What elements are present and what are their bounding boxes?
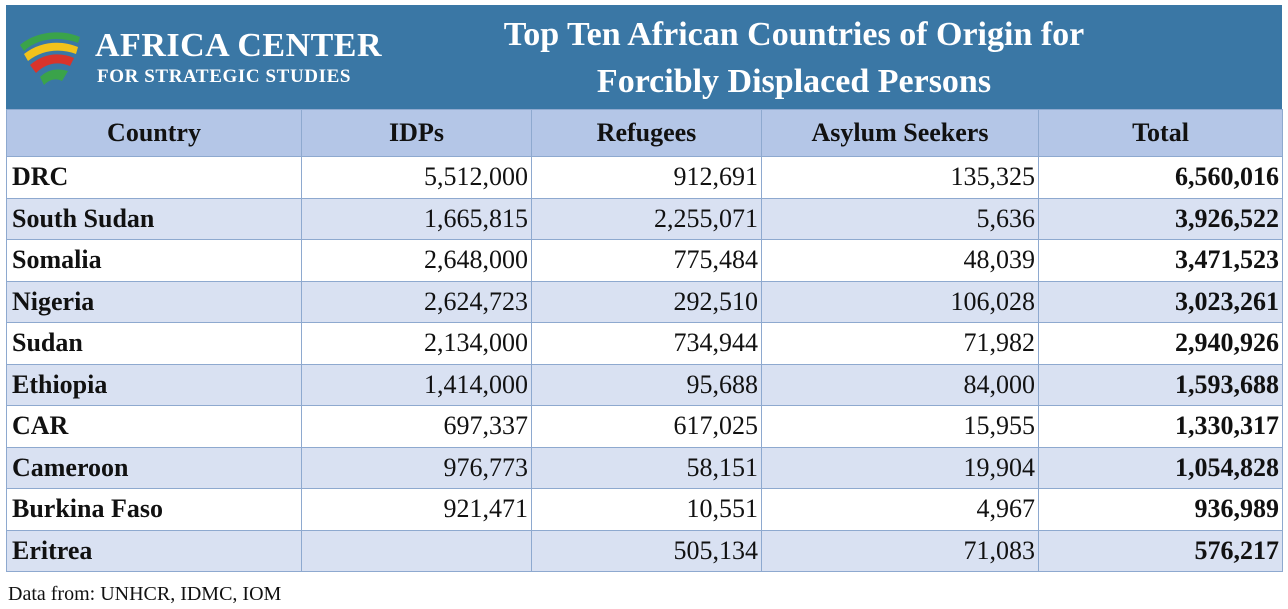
cell-refugees: 912,691 <box>531 156 762 199</box>
cell-total: 936,989 <box>1038 488 1283 531</box>
column-header-idps: IDPs <box>301 109 532 157</box>
cell-refugees: 505,134 <box>531 529 762 572</box>
cell-country: CAR <box>6 405 302 448</box>
cell-asylum-seekers: 71,083 <box>761 529 1039 572</box>
cell-country: Burkina Faso <box>6 488 302 531</box>
column-header-refugees: Refugees <box>531 109 762 157</box>
cell-total: 1,330,317 <box>1038 405 1283 448</box>
cell-idps: 5,512,000 <box>301 156 532 199</box>
displacement-table: Country IDPs Refugees Asylum Seekers Tot… <box>6 109 1283 572</box>
banner-header: AFRICA CENTER FOR STRATEGIC STUDIES Top … <box>6 5 1282 109</box>
chart-title: Top Ten African Countries of Origin for … <box>426 11 1162 105</box>
cell-total: 2,940,926 <box>1038 322 1283 365</box>
cell-refugees: 734,944 <box>531 322 762 365</box>
cell-asylum-seekers: 106,028 <box>761 280 1039 323</box>
cell-idps: 2,648,000 <box>301 239 532 282</box>
cell-total: 3,023,261 <box>1038 280 1283 323</box>
logo-name: AFRICA CENTER <box>95 27 383 64</box>
cell-refugees: 292,510 <box>531 280 762 323</box>
table-row: CAR 697,337 617,025 15,955 1,330,317 <box>6 405 1283 448</box>
cell-asylum-seekers: 48,039 <box>761 239 1039 282</box>
cell-asylum-seekers: 4,967 <box>761 488 1039 531</box>
column-header-total: Total <box>1038 109 1283 157</box>
cell-idps: 697,337 <box>301 405 532 448</box>
table-row: Burkina Faso 921,471 10,551 4,967 936,989 <box>6 488 1283 531</box>
africa-continent-icon <box>20 32 80 85</box>
cell-country: Sudan <box>6 322 302 365</box>
table-row: DRC 5,512,000 912,691 135,325 6,560,016 <box>6 156 1283 199</box>
table-body: DRC 5,512,000 912,691 135,325 6,560,016 South… <box>6 156 1283 572</box>
table-row: Nigeria 2,624,723 292,510 106,028 3,023,261 <box>6 280 1283 323</box>
cell-asylum-seekers: 84,000 <box>761 363 1039 406</box>
cell-idps: 921,471 <box>301 488 532 531</box>
table-row: Ethiopia 1,414,000 95,688 84,000 1,593,688 <box>6 363 1283 406</box>
cell-country: Nigeria <box>6 280 302 323</box>
cell-asylum-seekers: 5,636 <box>761 197 1039 240</box>
africa-center-logo: AFRICA CENTER FOR STRATEGIC STUDIES <box>12 17 392 97</box>
cell-refugees: 58,151 <box>531 446 762 489</box>
cell-idps: 976,773 <box>301 446 532 489</box>
table-row: Somalia 2,648,000 775,484 48,039 3,471,523 <box>6 239 1283 282</box>
data-source-note: Data from: UNHCR, IDMC, IOM <box>8 583 282 605</box>
cell-country: Eritrea <box>6 529 302 572</box>
cell-country: DRC <box>6 156 302 199</box>
cell-country: Cameroon <box>6 446 302 489</box>
table-row: Cameroon 976,773 58,151 19,904 1,054,828 <box>6 446 1283 489</box>
column-header-row: Country IDPs Refugees Asylum Seekers Tot… <box>6 109 1283 157</box>
cell-refugees: 617,025 <box>531 405 762 448</box>
cell-asylum-seekers: 71,982 <box>761 322 1039 365</box>
cell-total: 576,217 <box>1038 529 1283 572</box>
cell-idps: 2,134,000 <box>301 322 532 365</box>
logo-subname: FOR STRATEGIC STUDIES <box>97 66 352 87</box>
cell-country: Somalia <box>6 239 302 282</box>
cell-country: South Sudan <box>6 197 302 240</box>
cell-idps: 1,665,815 <box>301 197 532 240</box>
cell-idps: 1,414,000 <box>301 363 532 406</box>
table-row: Sudan 2,134,000 734,944 71,982 2,940,926 <box>6 322 1283 365</box>
column-header-asylum-seekers: Asylum Seekers <box>761 109 1039 157</box>
cell-country: Ethiopia <box>6 363 302 406</box>
cell-asylum-seekers: 135,325 <box>761 156 1039 199</box>
cell-refugees: 10,551 <box>531 488 762 531</box>
title-line-1: Top Ten African Countries of Origin for <box>503 16 1085 53</box>
cell-asylum-seekers: 19,904 <box>761 446 1039 489</box>
cell-idps: 2,624,723 <box>301 280 532 323</box>
title-line-2: Forcibly Displaced Persons <box>596 63 992 100</box>
cell-total: 3,926,522 <box>1038 197 1283 240</box>
cell-asylum-seekers: 15,955 <box>761 405 1039 448</box>
cell-total: 1,054,828 <box>1038 446 1283 489</box>
cell-total: 1,593,688 <box>1038 363 1283 406</box>
cell-refugees: 95,688 <box>531 363 762 406</box>
cell-total: 3,471,523 <box>1038 239 1283 282</box>
cell-total: 6,560,016 <box>1038 156 1283 199</box>
table-row: South Sudan 1,665,815 2,255,071 5,636 3,926,… <box>6 197 1283 240</box>
cell-refugees: 775,484 <box>531 239 762 282</box>
cell-refugees: 2,255,071 <box>531 197 762 240</box>
table-row: Eritrea 505,134 71,083 576,217 <box>6 529 1283 572</box>
cell-idps <box>301 529 532 572</box>
column-header-country: Country <box>6 109 302 157</box>
